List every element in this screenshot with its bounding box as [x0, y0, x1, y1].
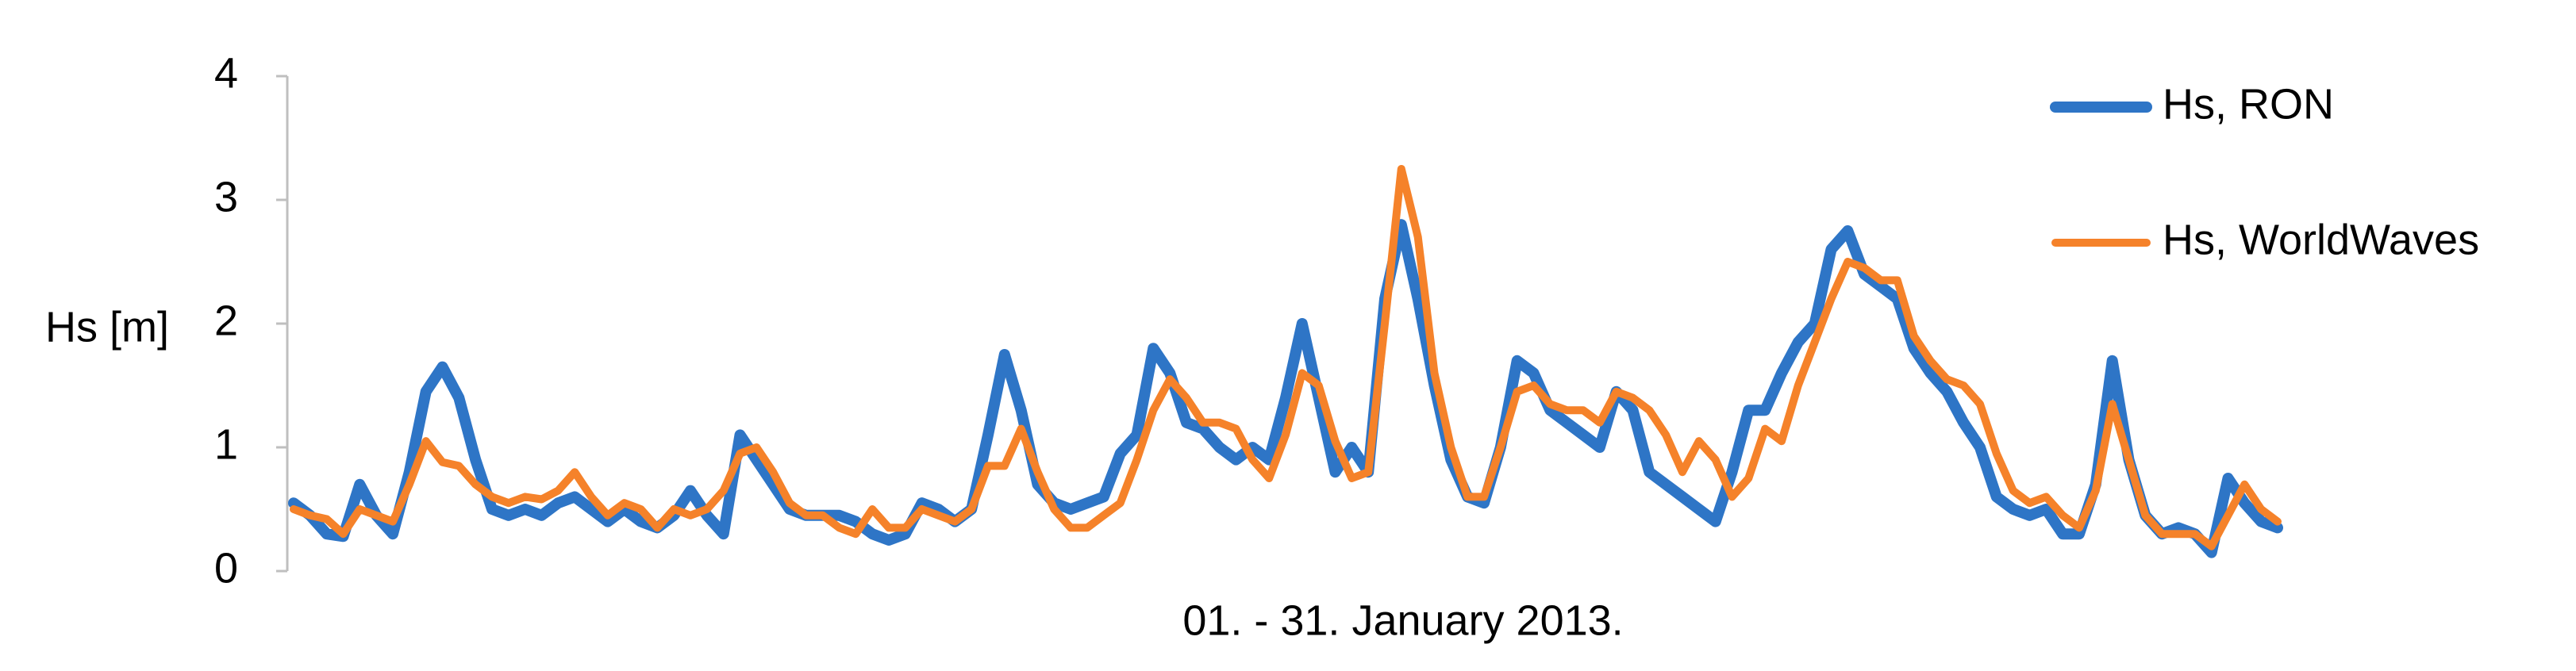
y-tick-label: 1 [214, 420, 238, 468]
y-axis-label: Hs [m] [45, 303, 169, 351]
legend-label: Hs, RON [2163, 80, 2334, 128]
y-tick-label: 2 [214, 297, 238, 344]
x-axis-label: 01. - 31. January 2013. [1182, 596, 1623, 644]
y-tick-label: 3 [214, 173, 238, 220]
y-tick-label: 0 [214, 544, 238, 592]
series-line [290, 165, 2282, 550]
legend-label: Hs, WorldWaves [2163, 216, 2479, 263]
series-line [288, 219, 2283, 558]
y-tick-label: 4 [214, 49, 238, 97]
